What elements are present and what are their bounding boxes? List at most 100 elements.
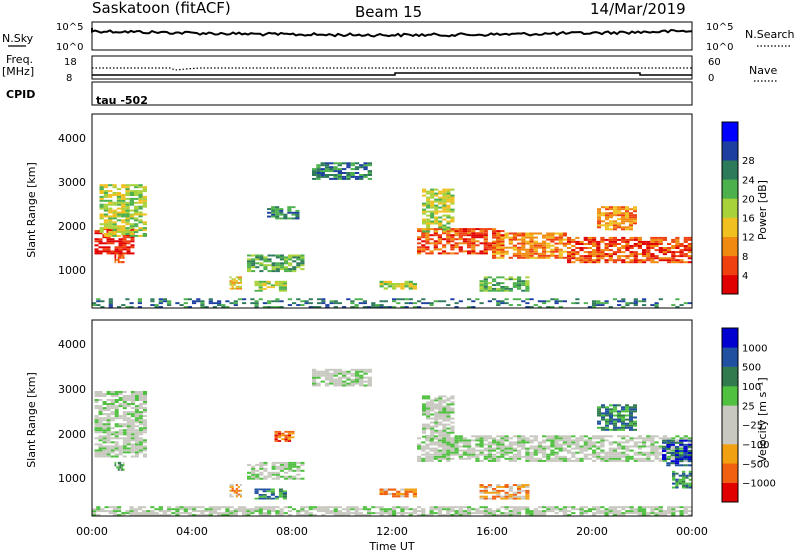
velocity-cell [446, 445, 451, 448]
power-cell [430, 204, 435, 207]
velocity-cell [119, 461, 122, 465]
power-cell [271, 270, 276, 273]
velocity-cells [92, 368, 692, 516]
power-cell [242, 298, 247, 301]
power-cell [333, 177, 338, 180]
power-cell [621, 298, 626, 301]
power-cell [434, 188, 439, 191]
velocity-cell [350, 368, 355, 371]
power-cell [103, 184, 109, 187]
velocity-cell [143, 431, 147, 434]
velocity-cell [98, 391, 103, 393]
power-cell [600, 255, 605, 258]
velocity-cell [175, 508, 180, 511]
velocity-cell [254, 490, 259, 493]
velocity-cell [621, 445, 626, 448]
velocity-cell [467, 439, 472, 442]
velocity-cell [267, 506, 272, 509]
velocity-cell [600, 445, 605, 448]
power-cell [671, 245, 676, 247]
velocity-cell [442, 457, 447, 460]
power-cell [462, 242, 467, 245]
power-cell [629, 261, 634, 264]
velocity-cell [475, 453, 480, 456]
velocity-cell [258, 510, 263, 513]
velocity-cell [583, 443, 588, 446]
velocity-cell [119, 468, 122, 471]
power-cell [112, 213, 117, 216]
power-cell [537, 300, 542, 303]
power-cell [646, 259, 651, 262]
power-cell [496, 250, 501, 253]
velocity-cell [126, 431, 131, 434]
power-cell [267, 264, 272, 267]
velocity-cell [678, 474, 682, 477]
power-cell [92, 304, 97, 306]
power-cell [412, 285, 417, 288]
velocity-cell [617, 459, 622, 462]
power-cell [134, 197, 139, 200]
power-cell [442, 208, 447, 211]
velocity-cell [329, 378, 334, 381]
power-cell [625, 212, 629, 215]
xtick-2000: 20:00 [576, 525, 608, 538]
power-cell [458, 228, 463, 231]
power-cell [621, 251, 626, 254]
velocity-cell [126, 447, 131, 450]
power-cell [278, 286, 283, 289]
velocity-cell [130, 431, 135, 434]
power-cell [108, 195, 113, 198]
freq-panel: Freq. [MHz] 18 8 60 0 Nave [2, 53, 778, 84]
velocity-cell [425, 514, 430, 516]
power-cell [604, 300, 609, 303]
power-cell [492, 244, 497, 247]
power-cell [221, 304, 226, 306]
velocity-cell [666, 439, 671, 442]
velocity-cell [458, 512, 463, 515]
velocity-cell [462, 512, 467, 515]
velocity-cell [229, 489, 232, 492]
power-cell [487, 242, 492, 245]
velocity-cell [102, 431, 107, 434]
power-cell [329, 170, 334, 173]
velocity-cell [682, 470, 686, 473]
velocity-cell [320, 380, 325, 383]
power-cell [288, 256, 293, 259]
velocity-cell [450, 447, 455, 450]
velocity-cell [212, 512, 217, 515]
power-cell [687, 245, 692, 247]
power-cell [284, 270, 289, 273]
velocity-cell [537, 445, 542, 448]
power-cell [529, 238, 534, 241]
velocity-cell [679, 439, 684, 442]
power-cell [108, 194, 113, 196]
power-cell [114, 254, 117, 257]
velocity-cell [458, 435, 463, 438]
velocity-cell [98, 447, 103, 450]
velocity-cell [462, 514, 467, 516]
velocity-cell [597, 408, 601, 411]
power-cell [142, 203, 147, 206]
power-cell [558, 250, 563, 253]
velocity-cell [666, 447, 671, 450]
velocity-cell [287, 436, 292, 439]
power-cell [129, 192, 134, 194]
power-cell [533, 246, 538, 249]
velocity-cell [525, 441, 530, 444]
velocity-cell [114, 391, 119, 393]
velocity-cell [487, 514, 492, 516]
power-cell [103, 186, 109, 189]
power-cell [320, 172, 325, 174]
power-cell [94, 238, 99, 241]
velocity-cell [546, 510, 551, 513]
power-cell [521, 234, 526, 237]
velocity-cell [143, 441, 147, 444]
velocity-colorbar-swatch [722, 405, 738, 425]
velocity-cell [475, 459, 480, 462]
power-cell [600, 238, 605, 241]
power-cell [162, 300, 167, 303]
power-cell [500, 252, 505, 255]
velocity-cell [106, 405, 111, 408]
velocity-cell [633, 510, 638, 513]
velocity-cell [682, 480, 686, 483]
